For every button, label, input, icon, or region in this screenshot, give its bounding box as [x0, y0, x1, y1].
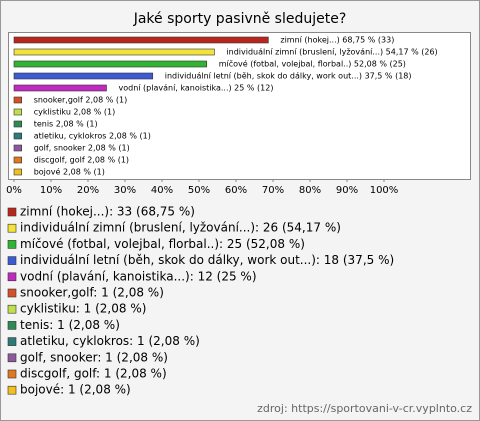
data-label: discgolf, golf 2,08 % (1) [34, 156, 129, 165]
legend-label: cyklistiku: 1 (2,08 %) [20, 302, 146, 316]
legend-swatch [7, 369, 17, 379]
legend-label: vodní (plavání, kanoistika...): 12 (25 %… [20, 269, 257, 283]
x-tick-label: 50% [188, 185, 210, 196]
legend-swatch [7, 337, 17, 346]
legend-swatch [7, 240, 17, 249]
data-label: zimní (hokej...) 68,75 % (33) [280, 36, 394, 45]
bar [13, 36, 269, 44]
legend-swatch [7, 353, 17, 363]
bar [13, 156, 22, 164]
x-tick-label: 70% [262, 185, 284, 196]
chart-title: Jaké sporty pasivně sledujete? [133, 11, 347, 27]
legend-swatch [7, 223, 17, 233]
legend-label: zimní (hokej...): 33 (68,75 %) [20, 205, 195, 219]
data-label: golf, snooker 2,08 % (1) [34, 144, 130, 153]
data-label: tenis 2,08 % (1) [34, 120, 98, 129]
legend-label: bojové: 1 (2,08 %) [20, 383, 131, 397]
legend-label: golf, snooker: 1 (2,08 %) [20, 350, 168, 364]
bar [13, 96, 22, 104]
legend-label: individuální zimní (bruslení, lyžování..… [20, 221, 341, 235]
data-label: bojové 2,08 % (1) [34, 167, 105, 177]
legend-swatch [7, 256, 17, 265]
bar [13, 60, 207, 68]
bar [13, 132, 22, 140]
data-label: atletiku, cyklokros 2,08 % (1) [34, 132, 151, 141]
x-tick-label: 60% [225, 185, 247, 196]
bar [13, 84, 107, 92]
legend-label: tenis: 1 (2,08 %) [20, 318, 120, 332]
legend-label: atletiku, cyklokros: 1 (2,08 %) [20, 334, 200, 348]
legend-swatch [7, 272, 17, 282]
data-label: individuální letní (běh, skok do dálky, … [165, 72, 412, 81]
bar [13, 144, 22, 152]
bar [13, 108, 22, 116]
x-tick-label: 30% [114, 185, 136, 196]
legend-swatch [7, 304, 17, 314]
bar [13, 168, 22, 176]
data-label: cyklistiku 2,08 % (1) [34, 108, 116, 117]
legend-label: individuální letní (běh, skok do dálky, … [20, 253, 394, 267]
x-tick-label: 90% [336, 185, 358, 196]
x-tick-label: 10% [40, 185, 62, 196]
legend-label: snooker,golf: 1 (2,08 %) [20, 286, 164, 300]
legend-swatch [7, 207, 17, 217]
source: zdroj: https://sportovani-v-cr.vyplnto.c… [257, 402, 472, 415]
x-tick-label: 40% [151, 185, 173, 196]
x-tick-label: 0% [6, 185, 22, 196]
legend-swatch [7, 288, 17, 298]
legend-swatch [7, 321, 17, 330]
data-label: snooker,golf 2,08 % (1) [34, 96, 128, 105]
x-tick-label: 100% [370, 185, 399, 196]
data-label: individuální zimní (bruslení, lyžování..… [226, 48, 437, 57]
x-tick-label: 80% [299, 185, 321, 196]
data-label: vodní (plavání, kanoistika...) 25 % (12) [119, 84, 274, 93]
bar [13, 72, 154, 80]
bar [13, 120, 22, 128]
plot-area [8, 32, 471, 180]
legend-label: míčové (fotbal, volejbal, florbal..): 25… [20, 237, 305, 251]
legend-label: discgolf, golf: 1 (2,08 %) [20, 367, 167, 381]
x-tick-label: 20% [77, 185, 99, 196]
legend-swatch [7, 385, 17, 395]
data-label: míčové (fotbal, volejbal, florbal..) 52,… [219, 59, 406, 69]
bar [13, 48, 215, 56]
